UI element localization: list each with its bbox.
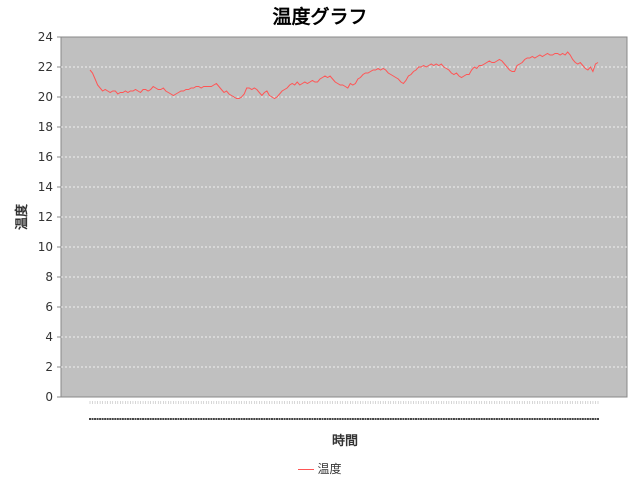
y-tick-label: 2 (45, 360, 53, 374)
y-tick-label: 18 (38, 120, 53, 134)
y-tick-label: 20 (38, 90, 53, 104)
y-tick-label: 8 (45, 270, 53, 284)
y-tick-label: 10 (38, 240, 53, 254)
y-tick-label: 0 (45, 390, 53, 404)
series-line-温度 (89, 51, 599, 100)
legend-swatch (298, 469, 315, 470)
y-tick-label: 14 (38, 180, 53, 194)
x-axis-ticks (89, 401, 599, 420)
y-axis-title: 温度 (14, 203, 30, 230)
y-tick-label: 16 (38, 150, 53, 164)
y-tick-label: 24 (38, 30, 53, 44)
legend-label: 温度 (317, 462, 342, 476)
y-tick-label: 12 (38, 210, 53, 224)
legend: 温度 (0, 460, 640, 477)
chart-title: 温度グラフ (272, 6, 368, 28)
x-axis-title: 時間 (332, 433, 358, 449)
y-tick-label: 22 (38, 60, 53, 74)
y-tick-label: 4 (45, 330, 53, 344)
y-tick-label: 6 (45, 300, 53, 314)
